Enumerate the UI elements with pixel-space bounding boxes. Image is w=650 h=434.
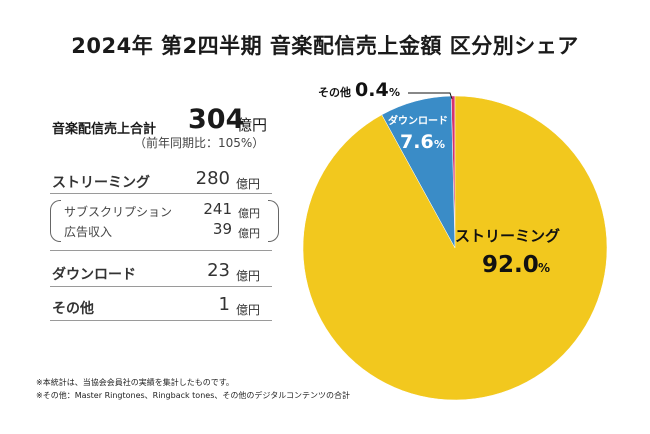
download-slice-value: 7.6 xyxy=(400,131,434,153)
streaming-slice-unit: % xyxy=(538,261,550,275)
subscription-label: サブスクリプション xyxy=(64,205,173,219)
ad-revenue-value: 39 xyxy=(212,220,232,238)
streaming-label: ストリーミング xyxy=(52,175,150,191)
divider xyxy=(50,286,272,287)
other-slice-unit: % xyxy=(389,86,400,99)
other-slice-label: その他 xyxy=(318,85,351,99)
other-label: その他 xyxy=(52,301,94,317)
footnote-1: ※本統計は、当協会会員社の実績を集計したものです。 xyxy=(36,378,234,387)
download-label: ダウンロード xyxy=(52,267,136,283)
divider xyxy=(50,320,272,321)
download-value: 23 xyxy=(207,260,230,281)
ad-revenue-label: 広告収入 xyxy=(64,225,113,239)
subscription-value: 241 xyxy=(203,200,232,218)
streaming-slice-value: 92.0 xyxy=(482,252,539,278)
other-value: 1 xyxy=(218,294,230,315)
other-leader-line xyxy=(408,92,453,100)
streaming-slice-label: ストリーミング xyxy=(455,227,560,245)
total-value: 304 xyxy=(188,104,245,135)
ad-revenue-unit: 億円 xyxy=(238,227,260,240)
divider xyxy=(50,250,272,251)
other-slice-value: 0.4 xyxy=(355,79,389,101)
total-unit: 億円 xyxy=(237,116,268,134)
divider xyxy=(50,193,272,194)
yoy-note: （前年同期比：105%） xyxy=(134,136,265,150)
footnote-2: ※その他：Master Ringtones、Ringback tones、その他… xyxy=(36,391,351,400)
download-slice-label: ダウンロード xyxy=(388,114,448,127)
total-label: 音楽配信売上合計 xyxy=(52,122,157,137)
streaming-unit: 億円 xyxy=(236,177,261,191)
subscription-unit: 億円 xyxy=(238,207,260,220)
pie-slice-2 xyxy=(302,95,608,401)
download-slice-unit: % xyxy=(434,138,445,151)
streaming-value: 280 xyxy=(195,168,230,189)
other-unit: 億円 xyxy=(236,303,261,317)
download-unit: 億円 xyxy=(236,269,261,283)
chart-title: 2024年 第2四半期 音楽配信売上金額 区分別シェア xyxy=(71,34,579,58)
